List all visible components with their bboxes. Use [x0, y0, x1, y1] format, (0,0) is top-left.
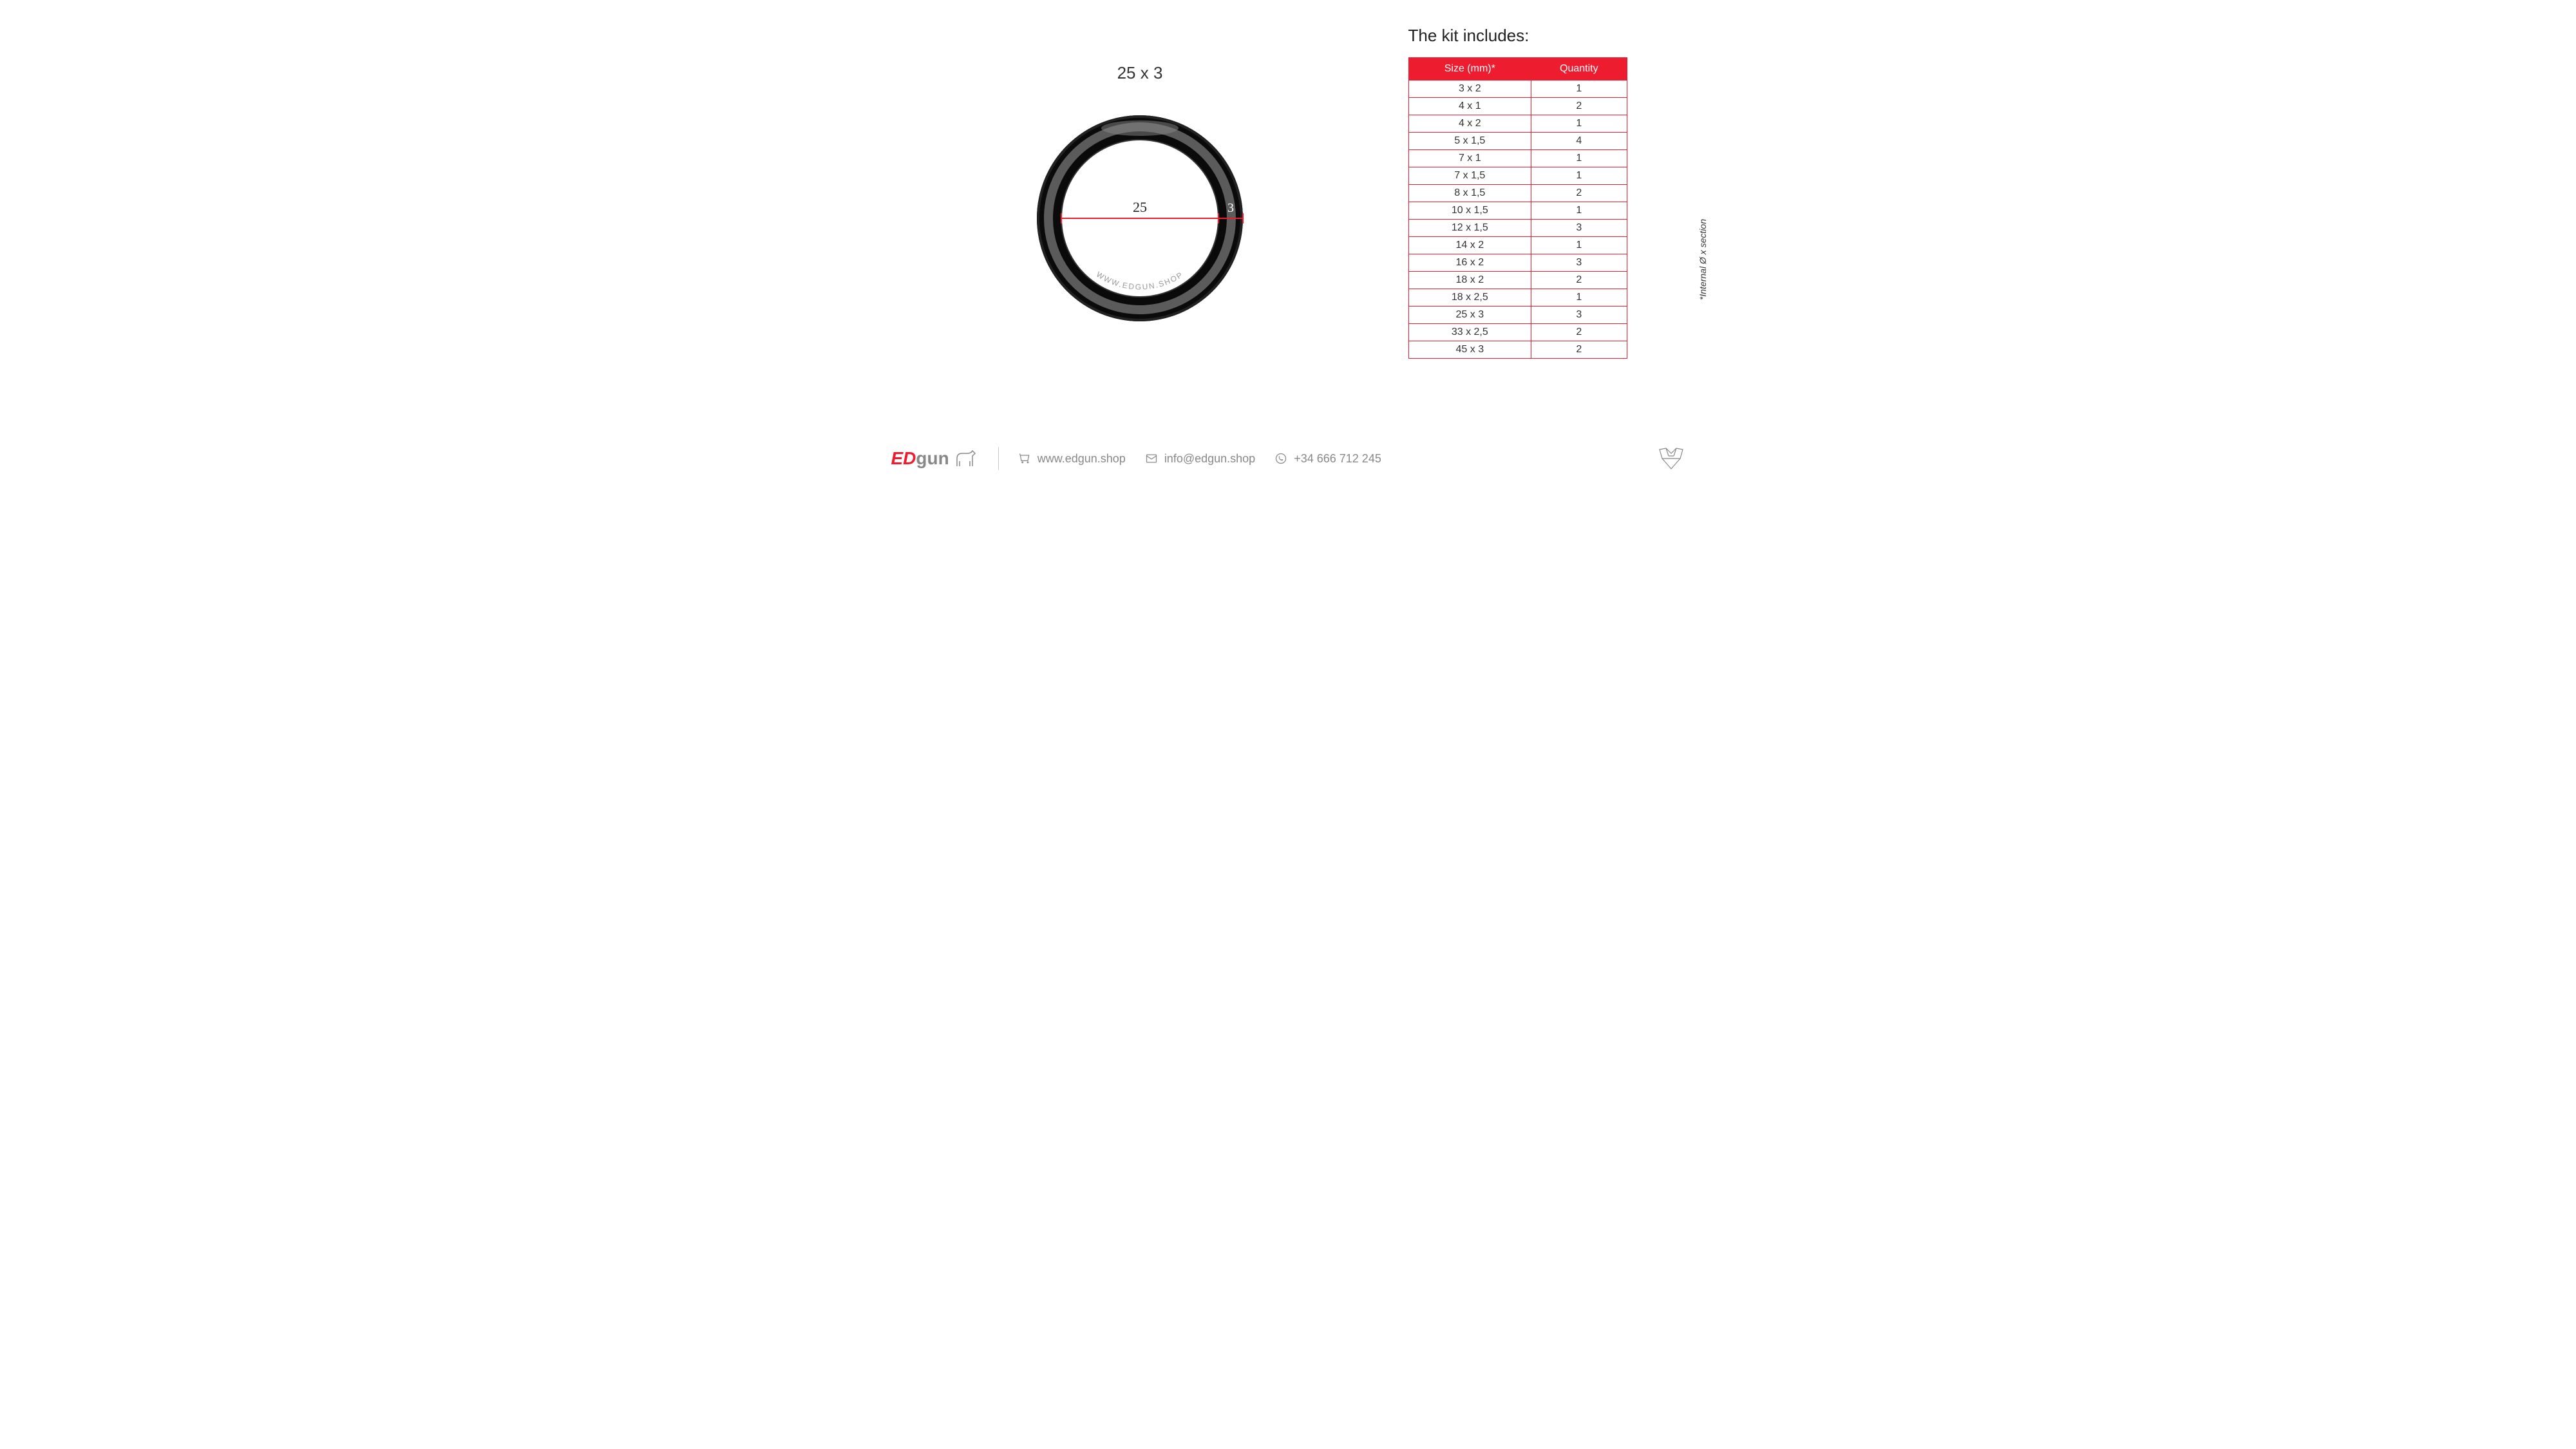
- ring-diagram: 25 3 WWW.EDGUN.SHOP: [1024, 90, 1256, 334]
- table-row: 7 x 11: [1408, 150, 1627, 167]
- website-text: www.edgun.shop: [1037, 452, 1126, 466]
- table-cell: 18 x 2: [1408, 272, 1531, 289]
- table-cell: 18 x 2,5: [1408, 289, 1531, 307]
- table-cell: 25 x 3: [1408, 307, 1531, 324]
- whatsapp-icon: [1274, 452, 1287, 465]
- table-cell: 16 x 2: [1408, 254, 1531, 272]
- dog-icon: [953, 447, 979, 470]
- table-row: 45 x 32: [1408, 341, 1627, 359]
- table-cell: 1: [1531, 202, 1627, 220]
- table-row: 5 x 1,54: [1408, 133, 1627, 150]
- table-row: 16 x 23: [1408, 254, 1627, 272]
- table-cell: 1: [1531, 237, 1627, 254]
- table-cell: 3: [1531, 220, 1627, 237]
- table-cell: 7 x 1: [1408, 150, 1531, 167]
- table-cell: 14 x 2: [1408, 237, 1531, 254]
- table-cell: 4 x 1: [1408, 98, 1531, 115]
- footer: EDgun www.edgun.shop info@edgun.shop +34…: [859, 446, 1718, 471]
- logo-ed: ED: [891, 448, 916, 469]
- table-cell: 2: [1531, 98, 1627, 115]
- fox-icon: [1657, 446, 1685, 471]
- table-cell: 8 x 1,5: [1408, 185, 1531, 202]
- inner-diameter-label: 25: [1133, 199, 1147, 215]
- table-cell: 12 x 1,5: [1408, 220, 1531, 237]
- phone-contact[interactable]: +34 666 712 245: [1274, 452, 1381, 466]
- table-row: 8 x 1,52: [1408, 185, 1627, 202]
- website-contact[interactable]: www.edgun.shop: [1018, 452, 1126, 466]
- table-header: Quantity: [1531, 58, 1627, 80]
- table-cell: 1: [1531, 115, 1627, 133]
- table-cell: 33 x 2,5: [1408, 324, 1531, 341]
- table-row: 33 x 2,52: [1408, 324, 1627, 341]
- cart-icon: [1018, 452, 1031, 465]
- email-text: info@edgun.shop: [1164, 452, 1255, 466]
- footer-divider: [998, 447, 999, 470]
- table-cell: 7 x 1,5: [1408, 167, 1531, 185]
- table-cell: 3: [1531, 254, 1627, 272]
- table-row: 4 x 21: [1408, 115, 1627, 133]
- table-row: 18 x 22: [1408, 272, 1627, 289]
- table-cell: 3 x 2: [1408, 80, 1531, 98]
- table-cell: 1: [1531, 167, 1627, 185]
- logo-gun: gun: [916, 448, 949, 469]
- table-footnote: *Internal Ø x section: [1698, 219, 1709, 300]
- table-row: 14 x 21: [1408, 237, 1627, 254]
- section-label: 3: [1227, 201, 1234, 215]
- table-row: 12 x 1,53: [1408, 220, 1627, 237]
- table-cell: 1: [1531, 289, 1627, 307]
- edgun-logo: EDgun: [891, 447, 979, 470]
- table-row: 10 x 1,51: [1408, 202, 1627, 220]
- table-cell: 5 x 1,5: [1408, 133, 1531, 150]
- table-row: 4 x 12: [1408, 98, 1627, 115]
- table-row: 7 x 1,51: [1408, 167, 1627, 185]
- table-cell: 2: [1531, 272, 1627, 289]
- email-contact[interactable]: info@edgun.shop: [1145, 452, 1255, 466]
- kit-table-panel: The kit includes: Size (mm)*Quantity 3 x…: [1408, 26, 1679, 359]
- table-cell: 1: [1531, 150, 1627, 167]
- table-cell: 4 x 2: [1408, 115, 1531, 133]
- table-cell: 4: [1531, 133, 1627, 150]
- ring-size-label: 25 x 3: [1117, 63, 1163, 83]
- table-row: 3 x 21: [1408, 80, 1627, 98]
- table-cell: 10 x 1,5: [1408, 202, 1531, 220]
- kit-table: Size (mm)*Quantity 3 x 214 x 124 x 215 x…: [1408, 57, 1627, 359]
- table-cell: 2: [1531, 341, 1627, 359]
- phone-text: +34 666 712 245: [1294, 452, 1381, 466]
- mail-icon: [1145, 452, 1158, 465]
- ring-diagram-panel: 25 x 3: [898, 26, 1383, 359]
- table-cell: 45 x 3: [1408, 341, 1531, 359]
- table-row: 25 x 33: [1408, 307, 1627, 324]
- table-cell: 3: [1531, 307, 1627, 324]
- table-row: 18 x 2,51: [1408, 289, 1627, 307]
- table-header: Size (mm)*: [1408, 58, 1531, 80]
- table-title: The kit includes:: [1408, 26, 1679, 46]
- table-cell: 2: [1531, 185, 1627, 202]
- table-cell: 2: [1531, 324, 1627, 341]
- table-cell: 1: [1531, 80, 1627, 98]
